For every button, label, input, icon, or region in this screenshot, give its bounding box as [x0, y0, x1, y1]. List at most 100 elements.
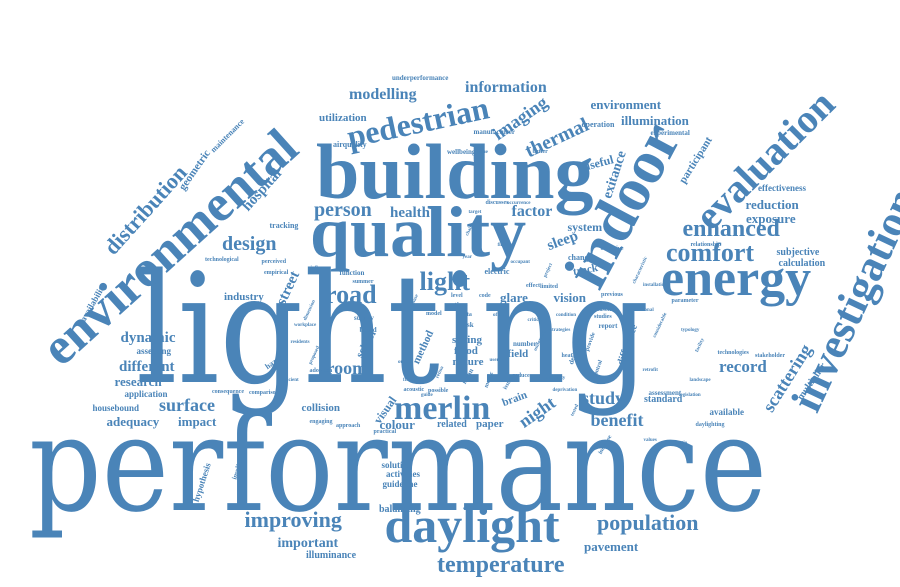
cloud-word-impact: impact [178, 413, 217, 429]
cloud-word-design: design [222, 233, 277, 255]
cloud-word-standard: standard [644, 394, 683, 405]
cloud-word-model: model [426, 311, 442, 317]
cloud-word-subjective: subjective [776, 247, 820, 258]
cloud-word-year: year [462, 254, 472, 260]
cloud-word-deprivation: deprivation [552, 387, 578, 393]
cloud-word-different: different [119, 358, 175, 375]
cloud-word-risk: risk [462, 320, 474, 329]
cloud-word-industry: industry [224, 290, 264, 303]
cloud-word-time: time [454, 300, 468, 309]
cloud-word-occupant: occupant [510, 259, 530, 265]
cloud-word-effectiveness: effectiveness [758, 182, 806, 193]
cloud-word-condition: condition [556, 312, 577, 318]
cloud-word-limited: limited [540, 284, 558, 290]
cloud-word-flood: flood [454, 344, 478, 357]
cloud-word-guide: guide [421, 392, 433, 398]
cloud-word-saving: saving [452, 333, 482, 346]
cloud-word-enhanced: enhanced [682, 216, 780, 242]
cloud-word-wellbeing: wellbeing [447, 147, 476, 156]
cloud-word-daylighting: daylighting [695, 422, 725, 428]
cloud-word-previous: previous [601, 292, 623, 298]
cloud-word-empirical: empirical [264, 270, 289, 276]
cloud-word-perceived: perceived [261, 259, 287, 265]
cloud-word-fixture: fixture [403, 377, 418, 383]
cloud-word-temperature: temperature [437, 552, 565, 578]
cloud-word-data: data [460, 312, 472, 318]
cloud-word-finding: finding [497, 242, 513, 248]
cloud-word-level: level [451, 293, 463, 299]
cloud-word-pavement: pavement [584, 538, 639, 554]
cloud-word-dynamic: dynamic [120, 329, 176, 346]
cloud-word-offices: offices [493, 312, 507, 318]
cloud-word-adequacy: adequacy [106, 413, 160, 429]
cloud-word-occurrence: occurrence [507, 200, 531, 206]
cloud-word-assessment: assessment [648, 388, 682, 397]
cloud-word-heat: heat [561, 353, 573, 359]
cloud-word-lighting: lighting [135, 241, 650, 418]
cloud-word-possible: possible [428, 388, 449, 394]
cloud-word-illuminance: illuminance [306, 550, 357, 561]
cloud-word-reduce: reduce [512, 373, 530, 379]
cloud-word-conventional: conventional [626, 307, 654, 313]
cloud-word-study: study [582, 388, 625, 408]
cloud-word-system: system [567, 220, 603, 234]
cloud-word-operation: operation [581, 120, 615, 129]
cloud-word-users: users [489, 357, 501, 363]
cloud-word-energy: energy [661, 250, 812, 307]
cloud-word-facility: facility [694, 337, 706, 353]
cloud-word-airquality: airquality [333, 140, 367, 149]
cloud-word-application: application [124, 388, 168, 399]
cloud-word-related: related [437, 419, 467, 430]
cloud-word-important: important [277, 536, 339, 551]
cloud-word-critical: critical [527, 317, 543, 323]
cloud-word-manufacturer: manufacturer [473, 127, 515, 136]
cloud-word-research: research [114, 373, 162, 389]
cloud-word-studies: studies [594, 314, 612, 320]
cloud-word-technological: technological [205, 257, 239, 263]
cloud-word-tracking: tracking [269, 221, 299, 230]
cloud-word-number: number [513, 339, 537, 348]
cloud-word-relationship: relationship [690, 242, 722, 248]
cloud-word-parameter: parameter [671, 298, 699, 304]
cloud-word-exposure: exposure [746, 210, 796, 226]
cloud-word-activities: activities [386, 468, 420, 479]
cloud-word-efficient: efficient [281, 377, 299, 383]
cloud-word-building: building [316, 128, 594, 215]
cloud-word-collision: collision [301, 401, 341, 414]
cloud-word-target: target [468, 209, 482, 215]
cloud-word-environment: environment [590, 96, 662, 112]
cloud-word-improving: improving [244, 507, 342, 532]
cloud-word-adoption: adoption [309, 368, 333, 374]
cloud-word-comfort: comfort [666, 238, 755, 267]
cloud-word-health: health [390, 204, 431, 221]
cloud-word-consequence: consequence [212, 389, 244, 395]
cloud-word-field: field [507, 347, 529, 360]
cloud-word-workplace: workplace [294, 322, 317, 328]
cloud-word-underperformance: underperformance [392, 73, 449, 82]
cloud-word-information: information [465, 79, 547, 96]
cloud-word-paper: paper [476, 417, 504, 430]
cloud-word-influence: influence [310, 265, 330, 271]
cloud-word-code: code [479, 293, 491, 299]
cloud-word-stakeholder: stakeholder [755, 353, 785, 359]
cloud-word-based: based [359, 325, 377, 334]
cloud-word-room: room [326, 358, 368, 378]
cloud-word-calculation: calculation [778, 258, 826, 269]
cloud-word-technologies: technologies [717, 350, 749, 356]
cloud-word-record: record [719, 356, 767, 376]
cloud-word-values: values [643, 437, 657, 443]
cloud-word-quality: quality [310, 192, 527, 272]
cloud-word-ratio: ratio [677, 440, 688, 446]
cloud-word-person: person [314, 199, 372, 221]
cloud-word-function: function [339, 268, 365, 277]
cloud-word-merlin: merlin [394, 390, 491, 427]
cloud-word-better: better [532, 149, 548, 155]
cloud-word-installation: installation [643, 282, 667, 288]
cloud-word-factor: factor [511, 203, 553, 220]
cloud-word-housebound: housebound [92, 402, 140, 413]
cloud-word-guideline: guideline [382, 478, 418, 489]
cloud-word-performance: performance [29, 388, 768, 542]
cloud-word-electric: electric [484, 267, 510, 276]
cloud-word-season: season [594, 307, 612, 313]
